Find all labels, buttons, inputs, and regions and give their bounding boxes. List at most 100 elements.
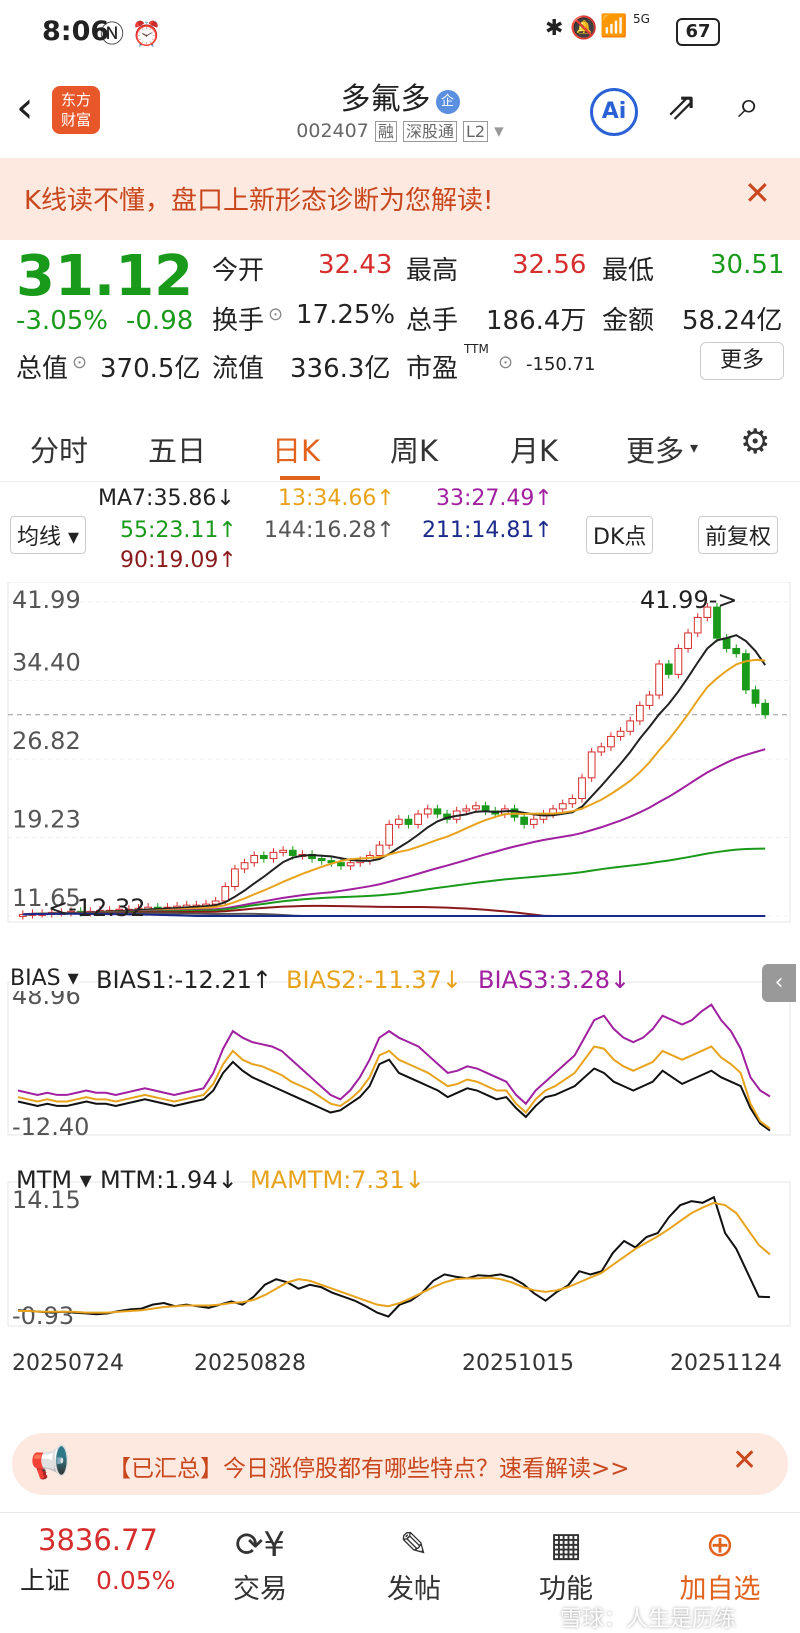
dropdown-icon[interactable]: ▾ [494, 120, 504, 142]
pe-info-icon[interactable]: ⊙ [498, 352, 514, 373]
candle-body [684, 632, 692, 649]
mtm-series-MTM [17, 1195, 771, 1318]
bluetooth-icon: ✱ 🔕 [545, 16, 598, 41]
tab-5day[interactable]: 五日 [148, 434, 207, 468]
nfc-icon: Ⓝ ⏰ [100, 20, 162, 48]
candle-body [433, 808, 442, 815]
candle-body [423, 808, 432, 815]
candle-body [414, 813, 422, 825]
nav-function[interactable]: ▦ 功能 [506, 1523, 626, 1606]
candle-body [607, 735, 615, 748]
status-time: 8:06 [42, 16, 110, 47]
mamtm-label: MAMTM:7.31↓ [250, 1166, 425, 1194]
ma-line-7 [22, 634, 767, 916]
tab-weekly-k[interactable]: 周K [390, 434, 439, 468]
stock-header: ‹ 东方 财富 多氟多 企 002407 融 深股通 L2 ▾ Ai ⇗ ⌕ [0, 66, 800, 158]
logo-line1: 东方 [60, 91, 91, 109]
back-icon[interactable]: ‹ [16, 82, 34, 133]
tab-monthly-k[interactable]: 月K [510, 434, 559, 468]
chart-area[interactable]: 41.99 34.40 26.82 19.23 11.65 41.99-> <-12.32 4… [0, 581, 800, 1402]
candle-body [578, 777, 586, 800]
ad-close-icon[interactable]: ✕ [732, 1443, 758, 1478]
margin-tag: 融 [374, 121, 397, 142]
index-name: 上证 [20, 1566, 71, 1595]
nav-add-watch[interactable]: ⊕ 加自选 [660, 1523, 780, 1606]
date-axis-tick: 20250828 [194, 1351, 306, 1376]
change-amt: -0.98 [126, 306, 194, 336]
min-price-label: <-12.32 [48, 894, 145, 922]
candle-body [732, 647, 741, 655]
tab-intraday[interactable]: 分时 [30, 434, 89, 468]
tab-more-caret-icon[interactable]: ▾ [690, 438, 699, 457]
candle-body [385, 823, 394, 846]
candle-body [635, 704, 644, 722]
high-label: 最高 [406, 256, 459, 286]
low-value: 30.51 [710, 250, 785, 280]
bias3-label: BIAS3:3.28↓ [478, 966, 631, 994]
adjust-button[interactable]: 前复权 [698, 516, 779, 554]
bias1-label: BIAS1:-12.21↑ [96, 966, 273, 994]
collapse-icon[interactable]: ‹ [762, 964, 796, 1002]
candle-body [626, 720, 635, 732]
candle-body [404, 818, 413, 825]
candle-body [375, 844, 384, 856]
level2-tag[interactable]: L2 [463, 121, 489, 142]
news-ad-bar[interactable]: 📢 【已汇总】今日涨停股都有哪些特点？速看解读>> ✕ [12, 1433, 788, 1495]
candle-body [240, 862, 249, 870]
ma-legend: MA7:35.86↓ 13:34.66↑ 33:27.49↑ 均线 ▾ 55:2… [0, 482, 800, 582]
candle-body [481, 805, 490, 812]
search-icon[interactable]: ⌕ [738, 82, 760, 126]
ai-button[interactable]: Ai [590, 88, 638, 136]
date-axis-tick: 20250724 [12, 1351, 124, 1376]
mcap-info-icon[interactable]: ⊙ [72, 352, 88, 373]
nav-function-label: 功能 [539, 1574, 593, 1605]
mtm-label: MTM:1.94↓ [100, 1166, 238, 1194]
settings-icon[interactable]: ⚙ [740, 422, 771, 462]
amount-value: 58.24亿 [682, 306, 783, 336]
price-axis-tick: 19.23 [12, 806, 81, 834]
candle-body [520, 816, 529, 825]
open-label: 今开 [212, 256, 265, 286]
turnover-value: 17.25% [296, 300, 396, 330]
high-value: 32.56 [512, 250, 587, 280]
active-tab-indicator [280, 476, 320, 480]
connect-tag: 深股通 [402, 121, 457, 142]
tab-daily-k[interactable]: 日K [272, 434, 321, 468]
more-button[interactable]: 更多 [700, 342, 784, 380]
close-icon[interactable]: ✕ [744, 174, 771, 212]
candle-body [761, 702, 770, 716]
ma-line-33 [22, 748, 766, 916]
tab-more[interactable]: 更多 [626, 434, 685, 468]
dk-button[interactable]: DK点 [586, 516, 654, 554]
status-bar: 8:06 Ⓝ ⏰ ✱ 🔕 📶 5G 67 [0, 0, 800, 66]
ma33-label: 33:27.49↑ [436, 486, 553, 511]
mtm-axis-tick-top: 14.15 [12, 1186, 81, 1214]
share-icon[interactable]: ⇗ [666, 84, 698, 128]
index-value: 3836.77 [38, 1523, 158, 1557]
mcap-label: 总值 [16, 354, 69, 384]
nav-trade[interactable]: ⟳¥ 交易 [200, 1523, 320, 1606]
bias-button[interactable]: BIAS ▾ [10, 966, 79, 991]
index-pct: 0.05% [95, 1566, 176, 1595]
promo-banner[interactable]: K线读不懂，盘口上新形态诊断为您解读! ✕ [0, 158, 800, 240]
price-panel-frame [7, 581, 791, 923]
ma-button[interactable]: 均线 ▾ [10, 516, 87, 554]
ma90-label: 90:19.09↑ [120, 548, 237, 573]
quote-panel: 31.12 -3.05% -0.98 今开 32.43 最高 32.56 最低 … [0, 240, 800, 408]
bias-series-BIAS3 [17, 1003, 771, 1106]
kline-chart-svg[interactable]: 41.9934.4026.8219.2311.6541.99-><-12.324… [0, 581, 800, 1402]
mtm-button[interactable]: MTM ▾ [16, 1166, 92, 1194]
volume-value: 186.4万 [486, 306, 587, 336]
candle-body [655, 663, 664, 696]
candle-body [346, 862, 355, 867]
promo-text: K线读不懂，盘口上新形态诊断为您解读! [24, 186, 494, 216]
price-axis-tick: 41.99 [12, 586, 81, 614]
period-tabs: 分时 五日 日K 周K 月K 更多 ▾ ⚙ [0, 408, 800, 482]
info-icon[interactable]: ⊙ [268, 304, 284, 325]
ad-text: 【已汇总】今日涨停股都有哪些特点？速看解读>> [108, 1456, 630, 1482]
enterprise-badge-icon: 企 [435, 90, 460, 114]
index-widget[interactable]: 3836.77 上证 0.05% [20, 1523, 180, 1597]
bias-axis-tick-bottom: -12.40 [12, 1113, 89, 1141]
amount-label: 金额 [602, 306, 655, 336]
nav-post[interactable]: ✎ 发帖 [354, 1523, 474, 1606]
